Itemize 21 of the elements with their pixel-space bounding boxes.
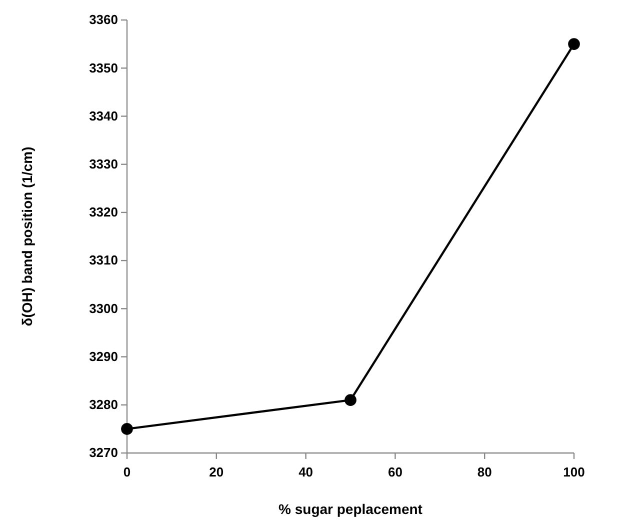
x-tick-label: 0 xyxy=(123,464,131,480)
x-tick-label: 20 xyxy=(209,464,224,480)
x-tick-label: 60 xyxy=(388,464,402,480)
y-tick-label: 3350 xyxy=(89,60,118,76)
point xyxy=(344,394,356,406)
x-tick-label: 100 xyxy=(563,464,585,480)
y-axis-title: δ(OH) band position (1/cm) xyxy=(19,146,35,326)
y-tick-label: 3360 xyxy=(89,12,118,28)
y-tick-label: 3310 xyxy=(89,252,118,268)
x-tick-label: 80 xyxy=(477,464,492,480)
y-tick-label: 3300 xyxy=(89,300,118,316)
x-axis-title: % sugar peplacement xyxy=(278,501,423,517)
y-tick-label: 3340 xyxy=(89,108,118,124)
y-tick-label: 3290 xyxy=(89,348,118,364)
y-tick-label: 3270 xyxy=(89,445,118,460)
point xyxy=(568,38,580,50)
point xyxy=(121,423,133,435)
y-tick-label: 3320 xyxy=(89,204,118,220)
y-tick-label: 3280 xyxy=(89,397,118,412)
x-tick-label: 40 xyxy=(298,464,314,480)
y-tick-label: 3330 xyxy=(89,156,118,172)
